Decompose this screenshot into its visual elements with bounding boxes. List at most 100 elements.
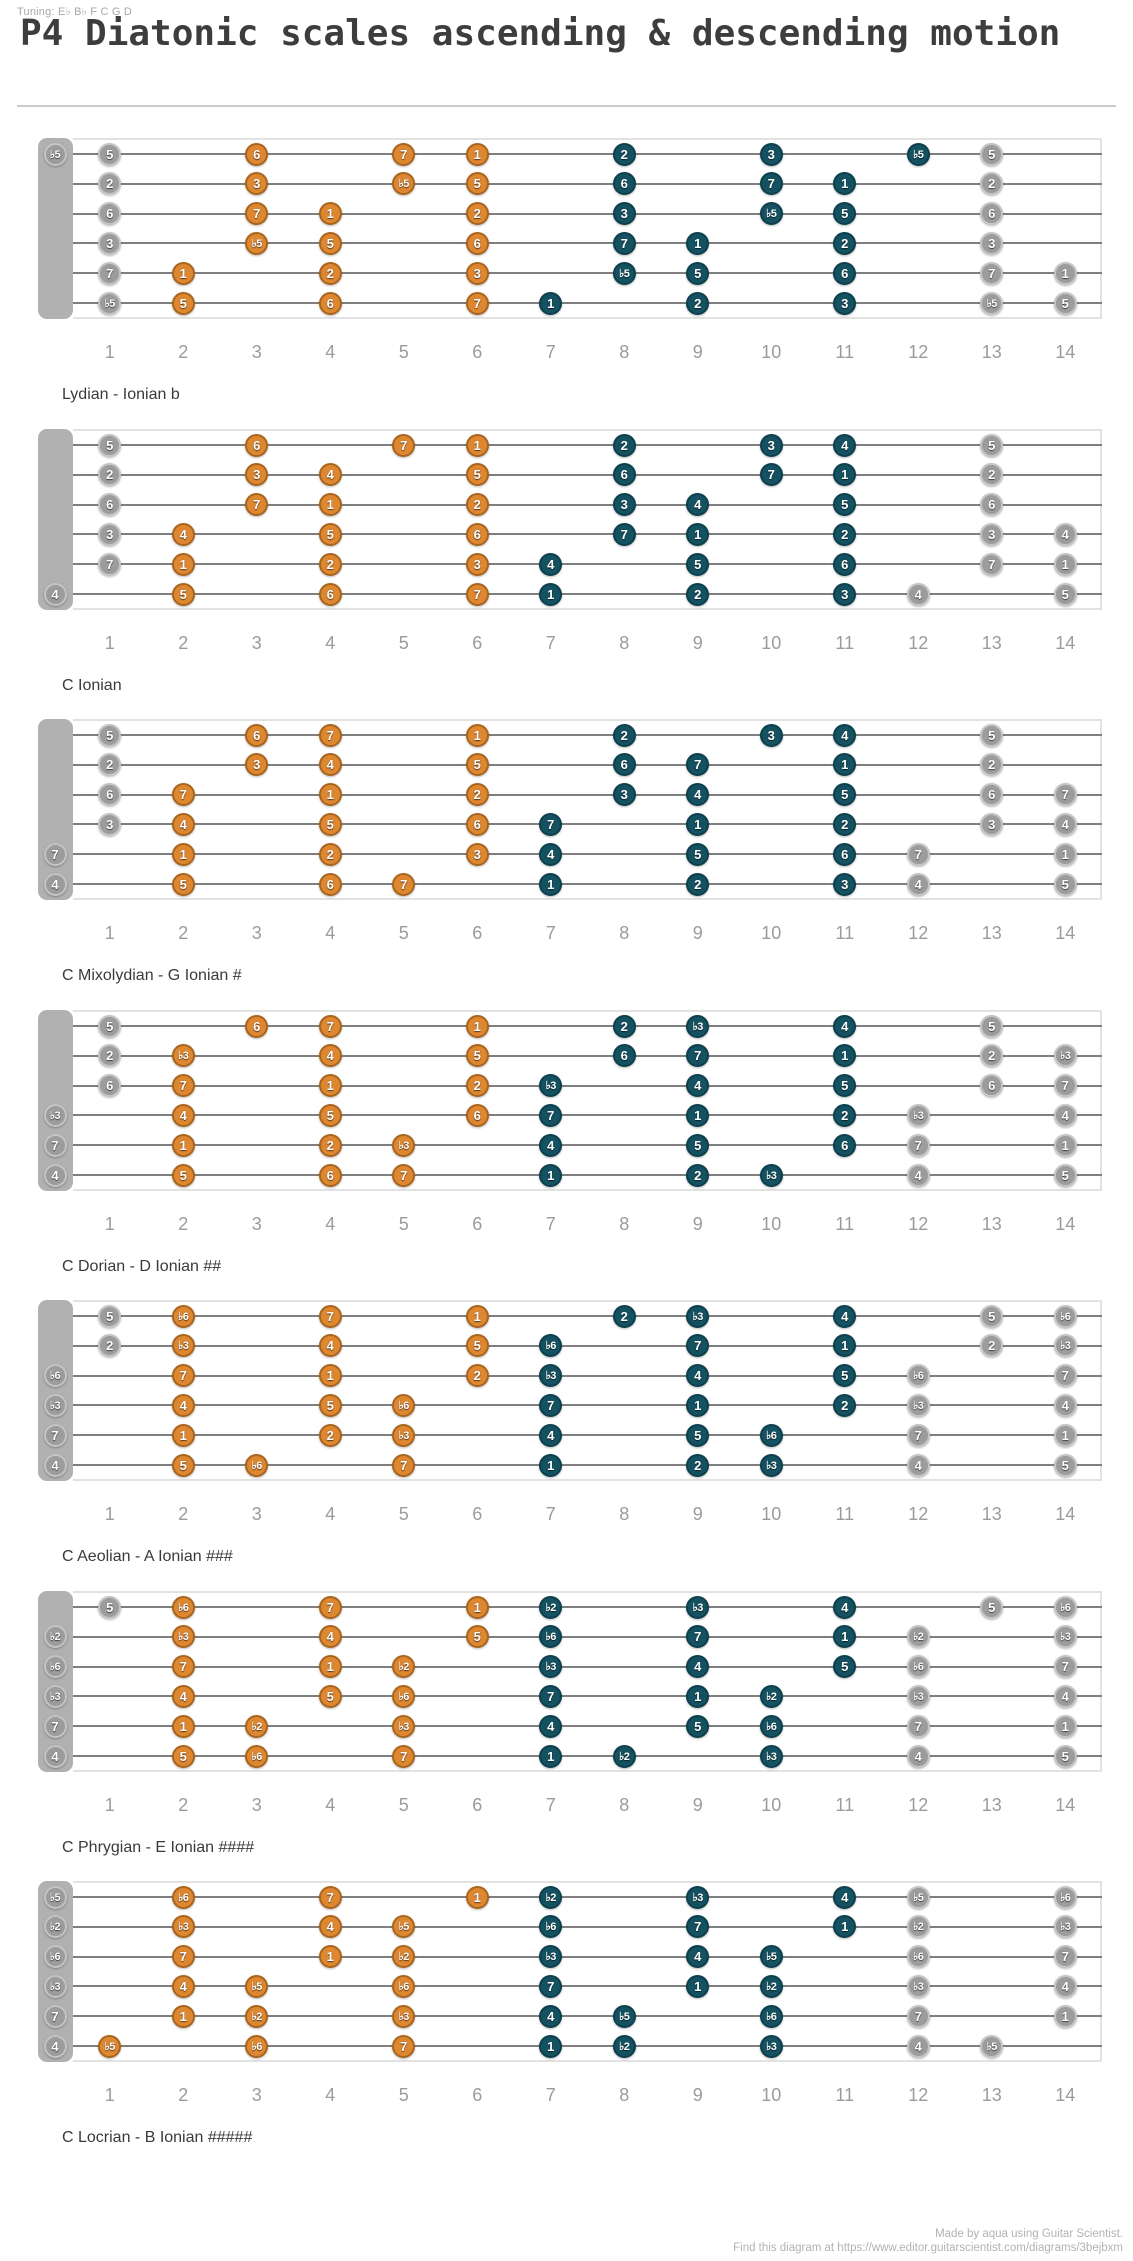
note-dot: 6 — [245, 142, 269, 166]
string-line — [73, 1084, 1102, 1087]
note-dot: 1 — [1053, 261, 1077, 285]
note-dot: 7 — [759, 172, 783, 196]
note-dot: 1 — [1053, 842, 1077, 866]
note-dot: ♭3 — [686, 1014, 710, 1038]
note-dot: 4 — [686, 493, 710, 517]
note-dot: 2 — [465, 1364, 489, 1388]
note-dot: 7 — [539, 1684, 563, 1708]
note-dot: 6 — [612, 463, 636, 487]
fret-number: 5 — [398, 923, 409, 943]
note-dot: 7 — [171, 1655, 195, 1679]
note-dot: 1 — [539, 291, 563, 315]
fret-number: 1 — [104, 923, 115, 943]
note-dot: 4 — [171, 812, 195, 836]
nut — [38, 1591, 73, 1772]
string-line — [73, 853, 1102, 856]
fret-number: 6 — [472, 2085, 483, 2105]
note-dot: 7 — [392, 1453, 416, 1477]
note-dot: ♭6 — [906, 1655, 930, 1679]
note-dot: 1 — [171, 1423, 195, 1447]
note-dot: 4 — [906, 1744, 930, 1768]
note-dot: 7 — [686, 1044, 710, 1068]
fret-number: 12 — [908, 1795, 929, 1815]
string-line — [73, 1665, 1102, 1668]
note-dot: 6 — [833, 1133, 857, 1157]
string-line — [73, 1955, 1102, 1958]
string-line — [73, 1985, 1102, 1988]
fret-number: 5 — [398, 342, 409, 362]
note-dot: 4 — [43, 2034, 67, 2058]
fret-number: 9 — [692, 633, 703, 653]
fret-number: 8 — [619, 1504, 630, 1524]
fret-number: 2 — [178, 1214, 189, 1234]
note-dot: ♭5 — [612, 2004, 636, 2028]
string-line — [73, 1925, 1102, 1928]
fret-number: 11 — [835, 1795, 855, 1815]
note-dot: ♭6 — [245, 1744, 269, 1768]
page-title: P4 Diatonic scales ascending & descendin… — [20, 13, 1061, 54]
note-dot: 1 — [539, 1744, 563, 1768]
note-dot: 7 — [392, 872, 416, 896]
fret-number: 5 — [398, 2085, 409, 2105]
note-dot: 1 — [1053, 552, 1077, 576]
note-dot: 3 — [245, 172, 269, 196]
note-dot: 2 — [465, 493, 489, 517]
string-line — [73, 1635, 1102, 1638]
note-dot: 2 — [612, 1014, 636, 1038]
note-dot: 4 — [539, 1423, 563, 1447]
note-dot: 5 — [686, 1714, 710, 1738]
note-dot: 6 — [98, 783, 122, 807]
note-dot: 5 — [1053, 872, 1077, 896]
note-dot: 7 — [539, 812, 563, 836]
note-dot: ♭6 — [906, 1364, 930, 1388]
note-dot: ♭5 — [906, 1885, 930, 1909]
note-dot: ♭5 — [980, 2034, 1004, 2058]
note-dot: 5 — [318, 1684, 342, 1708]
note-dot: ♭5 — [759, 202, 783, 226]
note-dot: 1 — [318, 1945, 342, 1969]
note-dot: 4 — [686, 783, 710, 807]
note-dot: 1 — [465, 1595, 489, 1619]
note-dot: 1 — [171, 261, 195, 285]
note-dot: ♭3 — [759, 1453, 783, 1477]
note-dot: ♭6 — [1053, 1595, 1077, 1619]
note-dot: 2 — [686, 1453, 710, 1477]
note-dot: 2 — [612, 723, 636, 747]
fret-number: 12 — [908, 2085, 929, 2105]
note-dot: 1 — [833, 753, 857, 777]
note-dot: 4 — [318, 463, 342, 487]
note-dot: 1 — [539, 2034, 563, 2058]
note-dot: 2 — [980, 753, 1004, 777]
note-dot: 7 — [759, 463, 783, 487]
note-dot: 3 — [833, 872, 857, 896]
note-dot: 4 — [833, 433, 857, 457]
note-dot: 5 — [98, 1595, 122, 1619]
diagram-label: C Mixolydian - G Ionian # — [62, 967, 242, 984]
string-line — [73, 1144, 1102, 1147]
footer: Made by aqua using Guitar Scientist. Fin… — [733, 2227, 1123, 2255]
note-dot: 5 — [318, 812, 342, 836]
note-dot: 1 — [171, 2004, 195, 2028]
note-dot: 6 — [98, 202, 122, 226]
fretboard: ♭5 5 6 7 1 2 3 ♭5 5 2 3 ♭5 5 6 7 1 2 6 7 1 2 3 ♭5 5 6 3 ♭5 5 6 7 1 2 3 7 1… — [38, 138, 1102, 319]
fret-number: 5 — [398, 1214, 409, 1234]
note-dot: 4 — [833, 1885, 857, 1909]
string-line — [73, 182, 1102, 185]
note-dot: 4 — [43, 1163, 67, 1187]
fretboard-border — [73, 1300, 1102, 1481]
note-dot: 1 — [465, 433, 489, 457]
note-dot: 6 — [318, 872, 342, 896]
note-dot: 5 — [98, 433, 122, 457]
note-dot: 4 — [171, 1684, 195, 1708]
fret-number: 3 — [251, 1504, 262, 1524]
note-dot: 7 — [612, 522, 636, 546]
note-dot: 1 — [686, 812, 710, 836]
note-dot: 6 — [980, 1074, 1004, 1098]
fret-number: 6 — [472, 1795, 483, 1815]
fret-number: 11 — [835, 923, 855, 943]
note-dot: 4 — [1053, 1103, 1077, 1127]
nut — [38, 138, 73, 319]
note-dot: 6 — [980, 783, 1004, 807]
note-dot: 1 — [686, 522, 710, 546]
note-dot: ♭5 — [43, 142, 67, 166]
